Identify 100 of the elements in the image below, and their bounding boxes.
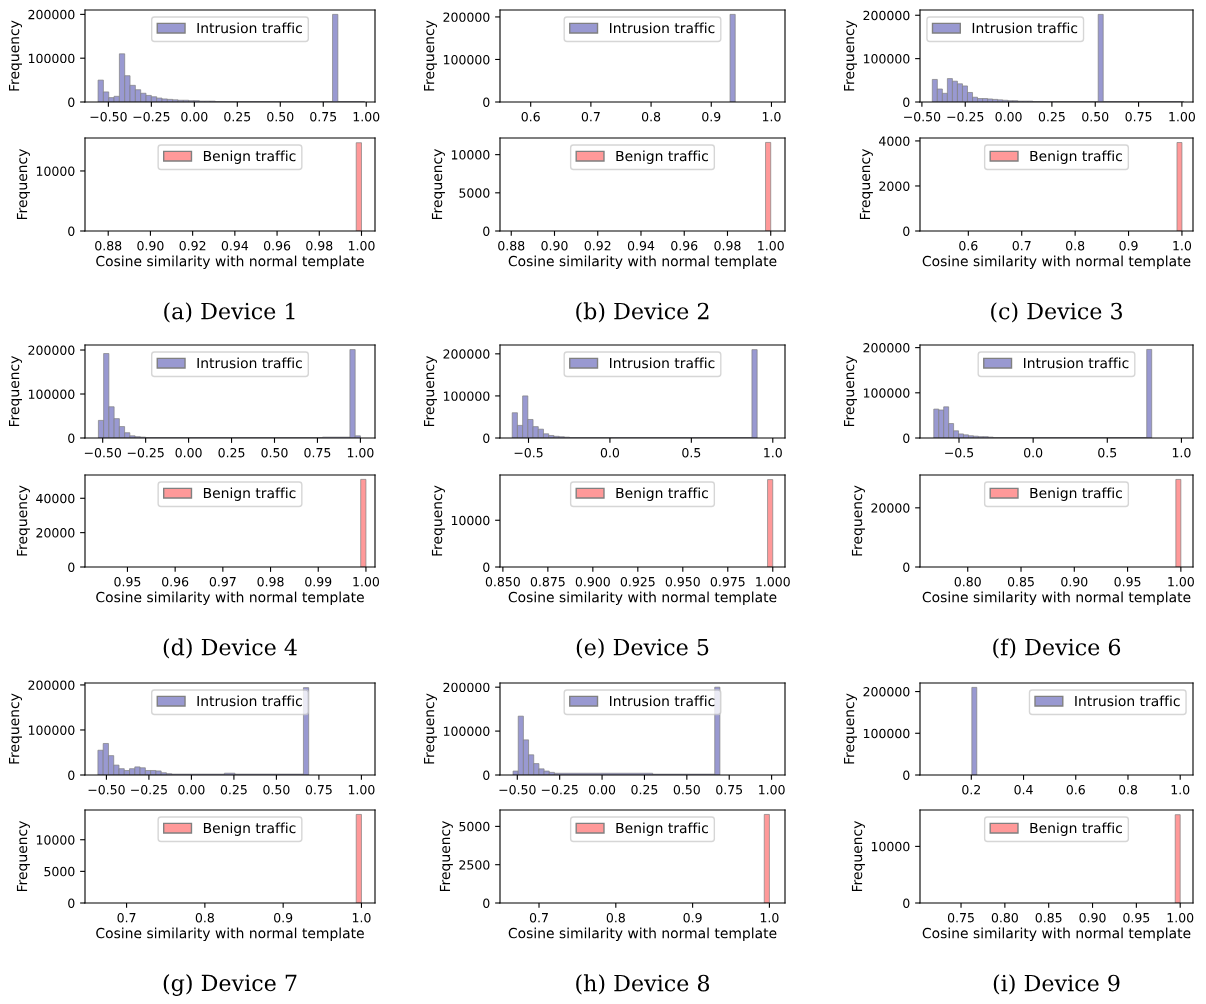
y-tick-label: 10000 (871, 841, 910, 852)
y-tick-label: 5000 (459, 821, 490, 832)
y-tick-label: 0 (68, 562, 75, 572)
y-tick-label: 10000 (36, 835, 75, 845)
x-tick-label: 0.80 (954, 576, 981, 587)
y-axis-title: Frequency (843, 356, 857, 427)
x-tick-label: 0.50 (261, 447, 288, 458)
y-tick-label: 5000 (459, 188, 490, 198)
x-tick-label: 0.98 (306, 240, 333, 251)
y-tick-label: 10000 (451, 515, 490, 526)
y-tick-label: 0 (483, 898, 490, 908)
x-tick-label: 1.00 (353, 111, 380, 122)
x-tick-label: 1.000 (756, 576, 790, 587)
y-tick-label: 200000 (863, 10, 910, 21)
y-tick-label: 100000 (28, 53, 75, 64)
x-tick-label: 0.96 (671, 240, 698, 251)
y-axis-title: Frequency (423, 356, 437, 427)
x-tick-label: 0.7 (581, 111, 600, 122)
x-tick-label: 0.6 (521, 111, 540, 122)
x-tick-label: 0.98 (714, 240, 741, 251)
x-tick-label: −0.50 (84, 447, 122, 458)
x-tick-label: 0.75 (1125, 111, 1152, 122)
legend-label: Benign traffic (1030, 487, 1122, 501)
x-tick-label: 0.2 (962, 784, 980, 795)
x-tick-label: 1.00 (353, 576, 380, 587)
legend-label: Intrusion traffic (610, 22, 715, 34)
x-tick-label: 0.900 (575, 576, 610, 587)
x-tick-label: 0.00 (995, 111, 1022, 122)
text: (f) Device 6 (993, 638, 1121, 659)
x-tick-label: −0.25 (127, 447, 164, 458)
x-tick-label: −0.50 (499, 784, 536, 795)
text: (d) Device 4 (163, 638, 297, 659)
x-tick-label: 0.50 (263, 784, 290, 795)
x-tick-label: 0.90 (541, 240, 568, 251)
legend-label: Benign traffic (616, 822, 708, 836)
y-tick-label: 200000 (443, 349, 490, 359)
x-tick-label: −0.50 (88, 784, 125, 795)
y-tick-label: 0 (68, 770, 75, 780)
y-axis-title: Frequency (859, 149, 873, 220)
y-tick-label: 100000 (863, 54, 910, 64)
x-tick-label: 0.88 (498, 240, 525, 251)
x-tick-label: 0.950 (665, 576, 700, 587)
y-axis-title: Frequency (843, 693, 857, 764)
text: (i) Device 9 (993, 974, 1120, 995)
x-tick-label: 0.90 (1061, 576, 1088, 587)
text: (c) Device 3 (991, 302, 1122, 323)
y-tick-label: 100000 (443, 391, 490, 401)
x-tick-label: 0.96 (263, 240, 291, 251)
y-axis-title: Frequency (843, 20, 857, 91)
x-tick-label: −0.25 (133, 111, 170, 122)
y-axis-title: Frequency (8, 693, 22, 764)
x-tick-label: 0.0 (1024, 447, 1043, 458)
y-tick-label: 5000 (44, 866, 75, 877)
y-tick-label: 200000 (443, 682, 490, 693)
text: (h) Device 8 (576, 974, 710, 995)
x-tick-label: 0.7 (117, 912, 136, 923)
x-axis-title: Cosine similarity with normal template (96, 591, 364, 606)
y-tick-label: 2500 (459, 860, 490, 870)
y-tick-label: 0 (68, 433, 75, 443)
y-axis-title: Frequency (851, 485, 865, 556)
y-tick-label: 100000 (28, 389, 75, 399)
x-tick-label: 0.6 (959, 240, 978, 251)
y-tick-label: 200000 (28, 680, 75, 690)
legend-label: Intrusion traffic (197, 357, 302, 369)
legend-label: Benign traffic (203, 822, 296, 836)
text: (e) Device 5 (576, 638, 709, 659)
y-tick-label: 0 (903, 562, 910, 572)
x-tick-label: −0.5 (945, 447, 974, 458)
y-tick-label: 0 (68, 898, 75, 908)
x-tick-label: 0.75 (716, 784, 743, 795)
x-tick-label: 1.0 (352, 912, 371, 923)
y-tick-label: 0 (68, 97, 75, 107)
legend-label: Intrusion traffic (197, 22, 302, 34)
y-axis-title: Frequency (16, 821, 30, 892)
y-axis-title: Frequency (16, 149, 30, 220)
y-axis-title: Frequency (851, 821, 865, 892)
x-axis-title: Cosine similarity with normal template (96, 927, 364, 942)
x-tick-label: 0.00 (588, 784, 616, 795)
legend-label: Intrusion traffic (972, 22, 1078, 34)
x-tick-label: 0.95 (1114, 576, 1141, 587)
legend-label: Benign traffic (616, 487, 708, 501)
x-tick-label: 0.8 (195, 912, 214, 923)
y-axis-title: Frequency (439, 821, 453, 892)
legend-label: Intrusion traffic (1024, 357, 1129, 369)
x-tick-label: 0.850 (485, 576, 520, 587)
y-tick-label: 100000 (28, 725, 75, 735)
text: (a) Device 1 (164, 302, 295, 323)
x-tick-label: 1.0 (1173, 240, 1192, 251)
y-tick-label: 200000 (28, 345, 75, 355)
y-axis-title: Frequency (8, 356, 22, 427)
x-tick-label: −0.25 (541, 784, 578, 795)
x-tick-label: −0.5 (514, 447, 543, 458)
x-tick-label: 0.975 (710, 576, 745, 587)
x-tick-label: 0.25 (218, 447, 245, 458)
x-tick-label: 0.98 (257, 576, 284, 587)
x-tick-label: 0.50 (673, 784, 700, 795)
x-tick-label: 0.50 (1082, 111, 1109, 122)
x-tick-label: 1.00 (759, 784, 785, 795)
x-tick-label: 0.6 (1066, 784, 1085, 795)
x-tick-label: 0.99 (305, 576, 332, 587)
